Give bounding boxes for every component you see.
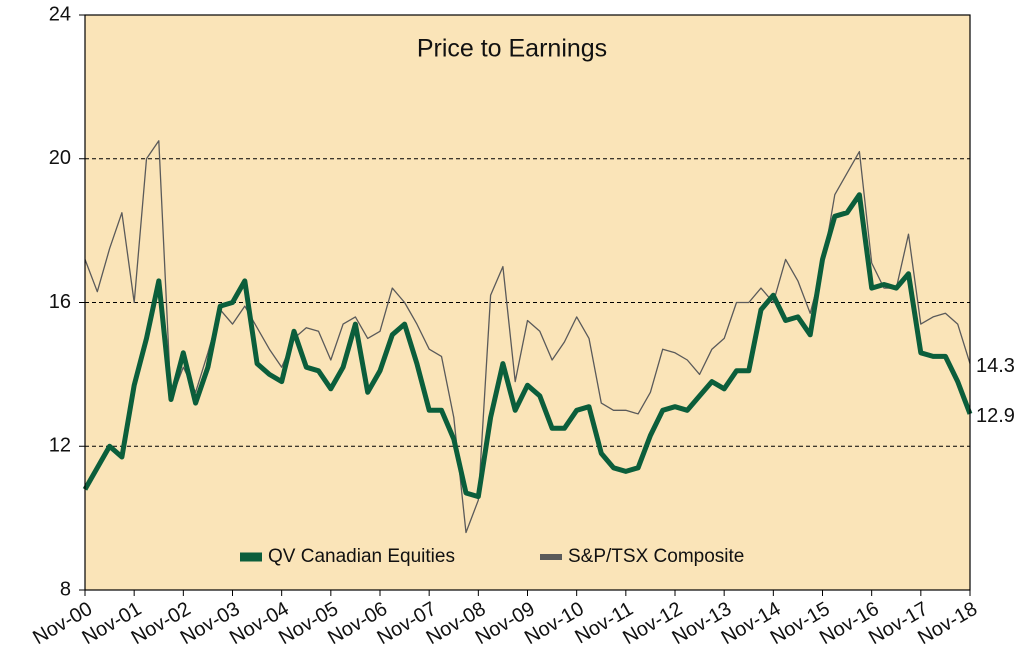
y-tick-label: 8 [60, 578, 71, 600]
y-tick-label: 24 [49, 3, 71, 25]
legend-label: S&P/TSX Composite [568, 546, 744, 567]
series-line [82, 192, 973, 500]
legend-label: QV Canadian Equities [268, 546, 455, 567]
y-tick-label: 20 [49, 147, 71, 169]
y-tick-label: 12 [49, 435, 71, 457]
end-label: 14.3 [976, 355, 1015, 377]
chart-title: Price to Earnings [417, 35, 607, 63]
y-tick-label: 16 [49, 291, 71, 313]
end-label: 12.9 [976, 405, 1015, 427]
lines [82, 140, 973, 534]
